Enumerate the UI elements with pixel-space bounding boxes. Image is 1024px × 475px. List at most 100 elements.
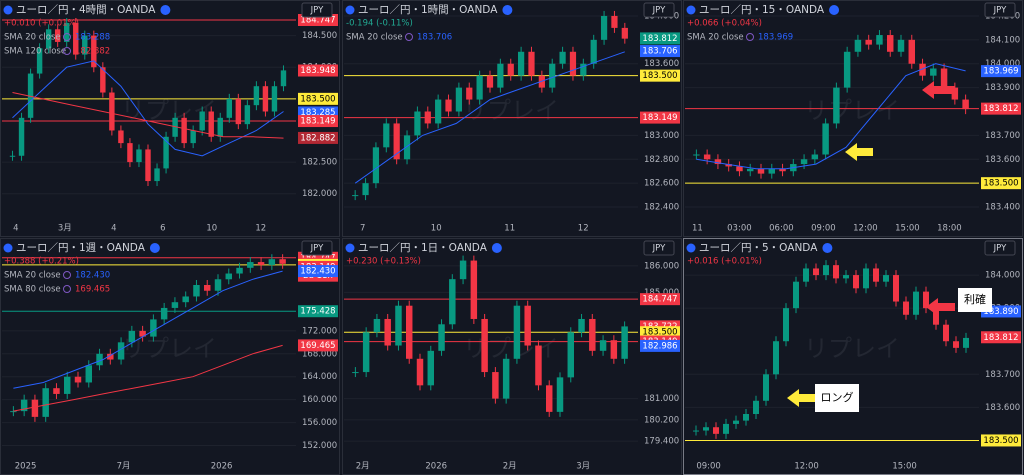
plot: リプレイ: [344, 10, 638, 208]
candle-body: [863, 268, 869, 289]
replay-button[interactable]: [822, 243, 833, 253]
chart-panel: リプレイ 172.000 168.000 164.000 160.000 156.000 1…: [0, 238, 340, 475]
chart-panel: リプレイ184.000183.900183.700183.600183.8901…: [683, 238, 1023, 475]
candle-body: [53, 388, 60, 394]
candle-body: [73, 22, 79, 55]
candle-body: [933, 308, 939, 325]
candle-body: [481, 318, 488, 373]
candle-body: [9, 155, 16, 157]
candle-body: [171, 302, 179, 308]
candle-body: [190, 130, 196, 144]
candle-body: [18, 117, 25, 156]
x-tick-label: 2026: [211, 462, 233, 472]
candle-body: [567, 332, 574, 378]
chart-title: ユーロ／円・4時間・OANDA: [16, 4, 156, 16]
candle-body: [181, 117, 187, 144]
indicator-icon: [63, 271, 71, 279]
symbol-icon: [345, 243, 355, 253]
candle-body: [279, 259, 286, 264]
currency-button[interactable]: [643, 2, 675, 18]
candle-body: [833, 265, 839, 279]
candle-body: [502, 358, 510, 399]
candle-body: [854, 39, 862, 52]
price-badge: [981, 177, 1021, 190]
candle-body: [64, 22, 70, 42]
currency-button[interactable]: [643, 240, 675, 256]
indicator-name: SMA 20 close: [4, 271, 61, 281]
candle-body: [352, 372, 359, 374]
price-badge-label: 184.747: [300, 15, 335, 25]
replay-button[interactable]: [149, 243, 160, 253]
candle-body: [362, 332, 370, 373]
replay-button[interactable]: [502, 5, 513, 15]
x-tick-label: 3月: [58, 224, 72, 234]
symbol-icon: [345, 5, 355, 15]
x-tick-label: 2026: [425, 462, 447, 472]
candle-body: [518, 51, 525, 76]
y-tick-label: 183.600: [644, 59, 679, 69]
y-tick-label: 182.500: [302, 158, 337, 168]
price-badge-label: 183.948: [300, 66, 335, 76]
candle-body: [118, 130, 124, 144]
candle-body: [20, 399, 28, 412]
y-tick-label: 172.000: [302, 326, 337, 336]
candle-body: [438, 324, 445, 351]
replay-button[interactable]: [160, 5, 171, 15]
candle-body: [793, 281, 799, 309]
currency-button[interactable]: [984, 2, 1016, 18]
currency-button[interactable]: [301, 2, 333, 18]
candle-body: [208, 111, 214, 137]
y-tick-label: 182.600: [644, 179, 679, 189]
candle-body: [163, 136, 169, 169]
x-tick-label: 7月: [117, 462, 131, 472]
candle-body: [733, 420, 739, 424]
price-change: +0.230 (+0.13%): [346, 257, 421, 267]
candle-body: [172, 117, 178, 137]
candle-body: [247, 262, 254, 268]
candle-body: [813, 268, 819, 276]
replay-button[interactable]: [829, 5, 840, 15]
candle-body: [27, 73, 34, 118]
indicator-value: 183.706: [417, 33, 452, 43]
candle-body: [773, 341, 779, 375]
arrow-exit: [926, 298, 955, 316]
price-change: +0.388 (+0.21%): [4, 257, 79, 267]
candle-body: [913, 291, 919, 315]
candle-body: [919, 63, 926, 76]
candle-body: [235, 98, 242, 125]
y-tick-label: 185.000: [644, 288, 679, 298]
arrow-exit: [922, 81, 955, 99]
x-tick-label: 18:00: [937, 224, 962, 234]
y-tick-label: 168.000: [302, 349, 337, 359]
x-tick-label: 06:00: [769, 224, 794, 234]
candle-body: [383, 123, 390, 148]
candle-body: [803, 268, 809, 282]
indicator-value: 182.882: [75, 47, 110, 57]
indicator-icon: [63, 33, 71, 41]
indicator-name: SMA 20 close: [4, 33, 61, 43]
x-tick-label: 15:00: [895, 224, 920, 234]
y-tick-label: 184.000: [985, 59, 1020, 69]
candle-body: [822, 123, 829, 155]
candle-body: [492, 372, 499, 399]
candle-body: [236, 267, 243, 274]
candle-body: [204, 285, 211, 291]
sma-line: [13, 270, 283, 389]
candle-body: [600, 15, 608, 40]
price-badge: [298, 305, 338, 318]
price-change: -0.194 (-0.11%): [346, 19, 413, 29]
currency-button[interactable]: [301, 240, 333, 256]
candle-body: [107, 353, 114, 360]
candle-body: [887, 35, 894, 52]
candle-body: [779, 168, 786, 172]
candle-body: [244, 105, 251, 125]
candle-body: [45, 29, 52, 49]
replay-button[interactable]: [491, 243, 502, 253]
sma-line: [12, 92, 284, 139]
candle-body: [811, 154, 819, 160]
currency-button[interactable]: [984, 240, 1016, 256]
candle-body: [590, 39, 597, 64]
y-tick-label: 183.900: [985, 83, 1020, 93]
candle-body: [199, 111, 205, 131]
candle-body: [416, 358, 424, 386]
